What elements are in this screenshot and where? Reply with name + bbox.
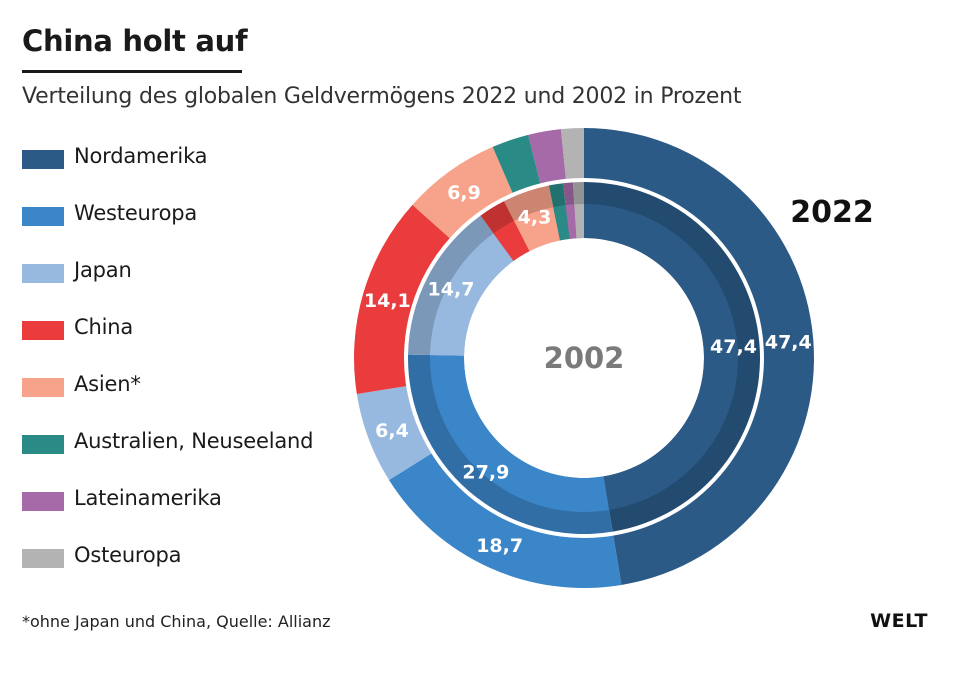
slice-band-westeuropa	[429, 355, 610, 513]
data-label-2022-westeuropa: 18,7	[476, 535, 523, 557]
welt-logo: WELT	[870, 610, 928, 632]
data-label-2022-china: 14,1	[364, 290, 411, 312]
slice-band-osteuropa	[574, 204, 584, 239]
legend-label: Lateinamerika	[74, 486, 222, 510]
legend-item-japan: Japan	[22, 256, 382, 286]
chart-title: China holt auf	[22, 24, 248, 58]
legend-swatch	[22, 378, 64, 397]
data-label-2022-nordamerika: 47,4	[765, 331, 812, 353]
slice-2002-nordamerika	[584, 182, 760, 532]
legend-item-asien: Asien*	[22, 370, 382, 400]
legend-item-westeuropa: Westeuropa	[22, 199, 382, 229]
legend-item-china: China	[22, 313, 382, 343]
inner-ring-year-label: 2002	[544, 341, 625, 375]
legend-item-australien-neuseeland: Australien, Neuseeland	[22, 427, 382, 457]
outer-ring-year-label: 2022	[790, 195, 874, 230]
slice-2022-china	[354, 204, 450, 394]
data-label-2002-nordamerika: 47,4	[710, 336, 757, 358]
legend-item-nordamerika: Nordamerika	[22, 142, 382, 172]
slice-band-asien	[514, 207, 561, 252]
legend-item-osteuropa: Osteuropa	[22, 541, 382, 571]
data-label-2022-japan: 6,4	[375, 420, 409, 442]
data-label-2002-japan: 14,7	[428, 279, 475, 301]
slice-2022-osteuropa	[560, 128, 584, 179]
source-footnote: *ohne Japan und China, Quelle: Allianz	[22, 612, 331, 631]
legend-swatch	[22, 549, 64, 568]
data-label-2002-asien: 4,3	[518, 206, 552, 228]
data-label-2002-westeuropa: 27,9	[462, 461, 509, 483]
legend-swatch	[22, 150, 64, 169]
legend-label: Westeuropa	[74, 201, 198, 225]
legend-swatch	[22, 492, 64, 511]
slice-band-china	[493, 220, 530, 261]
ring-separator	[404, 178, 764, 538]
slice-band-japan	[430, 233, 514, 356]
slice-2022-asien	[412, 146, 513, 239]
title-underline	[22, 70, 242, 73]
legend-label: Nordamerika	[74, 144, 208, 168]
ring-separator	[350, 124, 818, 592]
slice-band-lateinamerika	[565, 204, 577, 239]
slice-2022-westeuropa	[389, 453, 622, 588]
legend-label: Osteuropa	[74, 543, 182, 567]
legend-label: Asien*	[74, 372, 141, 396]
legend-swatch	[22, 321, 64, 340]
slice-2022-nordamerika	[584, 128, 814, 585]
legend-swatch	[22, 264, 64, 283]
legend-label: Japan	[74, 258, 132, 282]
slice-2022-japan	[356, 386, 432, 481]
slice-2022-lateinamerika	[528, 129, 566, 184]
legend-label: Australien, Neuseeland	[74, 429, 314, 453]
chart-subtitle: Verteilung des globalen Geldvermögens 20…	[22, 84, 742, 109]
legend-swatch	[22, 207, 64, 226]
slice-band-australien-neuseeland	[553, 205, 570, 241]
legend-label: China	[74, 315, 133, 339]
data-label-2022-asien: 6,9	[447, 182, 481, 204]
slice-2022-australien-neuseeland	[492, 134, 541, 193]
legend-item-lateinamerika: Lateinamerika	[22, 484, 382, 514]
legend-swatch	[22, 435, 64, 454]
slice-band-nordamerika	[584, 204, 739, 510]
